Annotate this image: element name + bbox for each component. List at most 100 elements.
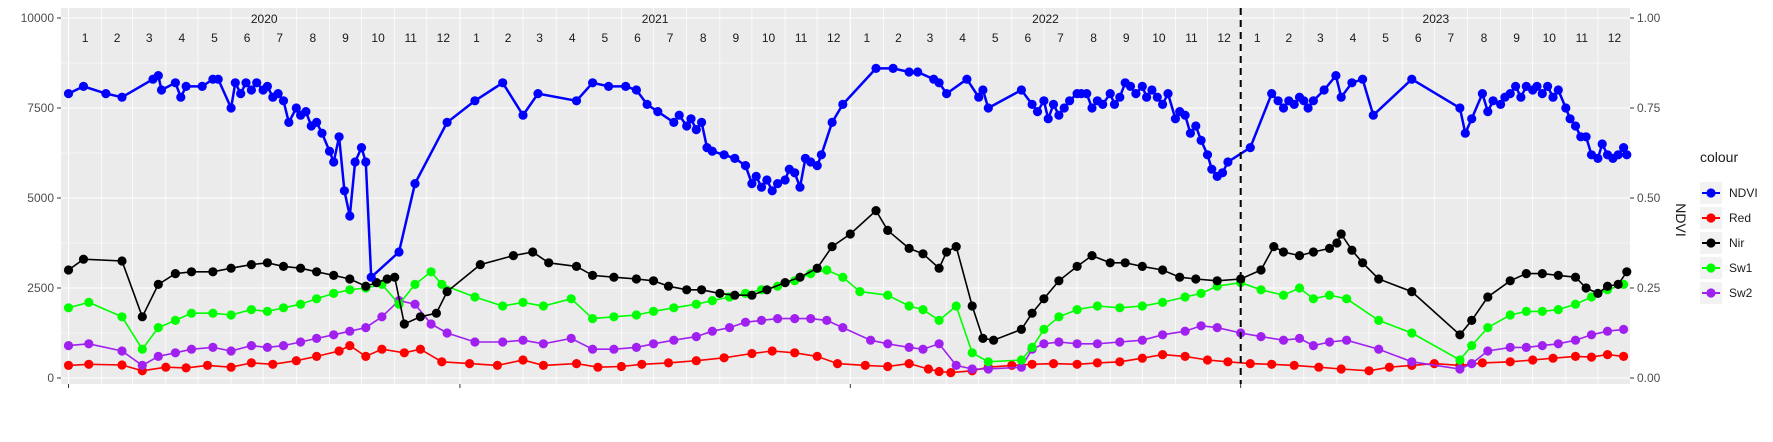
data-point-nir [278,261,289,271]
data-point-red [1180,351,1190,361]
data-point-nir [780,278,790,288]
data-point-sw1 [345,285,355,295]
series-line-sw2 [68,299,1624,370]
data-point-ndvi [674,110,684,120]
data-point-ndvi [301,107,311,117]
data-point-ndvi [888,63,898,73]
data-point-ndvi [1619,143,1629,153]
data-point-ndvi [78,81,89,91]
data-point-red [934,366,944,377]
data-point-ndvi [312,117,322,127]
data-point-nir [345,274,355,284]
data-point-nir [1593,288,1603,298]
data-point-sw2 [538,339,549,349]
data-point-ndvi [291,103,301,113]
data-point-sw2 [967,364,977,374]
data-point-red [883,361,893,372]
data-point-ndvi [236,89,246,99]
data-point-sw2 [518,335,528,345]
month-label: 1 [864,31,871,45]
legend-key-point [1706,188,1716,198]
data-point-ndvi [730,153,740,163]
data-point-sw2 [296,337,306,347]
data-point-ndvi [1319,85,1329,95]
month-label: 4 [959,31,966,45]
data-point-sw2 [1505,342,1515,352]
month-label: 2 [505,31,512,45]
data-point-sw1 [669,303,679,313]
plot-panel [61,8,1630,384]
axes: 0 2500 5000 7500 10000 0.00 0.25 0.50 0.75 1.00 [21,11,1661,388]
data-point-ndvi [669,117,679,127]
data-point-ndvi [230,78,240,88]
data-point-ndvi [350,157,360,167]
month-label: 9 [1123,31,1130,45]
data-point-sw1 [648,306,659,316]
data-point-nir [137,312,147,322]
data-point-nir [1120,258,1130,268]
data-point-nir [1294,251,1305,261]
data-point-red [832,359,843,369]
data-point-ndvi [197,81,207,91]
data-point-ndvi [1477,89,1487,99]
data-point-nir [1039,294,1049,304]
data-point-sw2 [1212,323,1222,333]
data-point-sw1 [1196,288,1206,298]
data-point-nir [1483,292,1493,302]
data-point-nir [361,281,371,291]
data-point-sw1 [426,267,436,277]
data-point-sw2 [1483,346,1493,356]
data-point-ndvi [871,63,881,73]
data-point-sw1 [1115,303,1125,313]
data-point-ndvi [1142,92,1152,102]
data-point-ndvi [1217,168,1228,178]
data-point-red [812,351,822,361]
data-point-red [616,361,627,372]
data-point-red [747,348,757,359]
data-point-red [1586,352,1597,362]
data-point-ndvi [767,186,777,196]
data-point-sw1 [934,315,944,325]
series-nir [63,206,1632,345]
data-point-nir [795,272,805,282]
data-point-sw2 [312,333,322,343]
data-point-ndvi [1407,74,1417,84]
data-point-nir [1407,287,1417,297]
data-point-ndvi [1303,103,1313,113]
data-point-ndvi [1593,153,1603,163]
data-point-sw2 [934,339,944,349]
data-point-red [399,348,409,358]
data-point-sw2 [1570,335,1581,345]
month-label: 10 [1152,31,1166,45]
data-point-nir [682,285,692,295]
data-point-nir [1269,242,1279,252]
data-point-red [246,358,256,368]
month-label: 12 [437,31,451,45]
data-point-sw1 [1467,341,1477,351]
data-point-red [860,360,870,370]
data-point-red [377,344,387,354]
data-point-sw2 [226,346,236,356]
data-point-ndvi [571,96,582,106]
data-point-nir [845,229,855,239]
data-point-sw2 [1115,337,1125,347]
data-point-red [1137,353,1147,363]
data-point-ndvi [1537,89,1547,99]
month-label: 10 [371,31,385,45]
data-point-ndvi [1082,89,1092,99]
data-point-sw2 [756,315,767,325]
series-sw1 [63,265,1629,367]
data-point-sw1 [63,303,74,313]
data-point-ndvi [780,175,790,185]
legend-label: Red [1729,211,1751,225]
data-point-nir [1027,308,1037,318]
data-point-sw1 [951,301,961,311]
data-point-ndvi [1543,81,1553,91]
data-point-ndvi [518,110,528,120]
data-point-sw1 [296,299,306,309]
data-point-sw2 [246,341,256,351]
data-point-ndvi [1059,103,1069,113]
year-label: 2022 [1032,12,1059,26]
data-point-red [437,357,447,367]
